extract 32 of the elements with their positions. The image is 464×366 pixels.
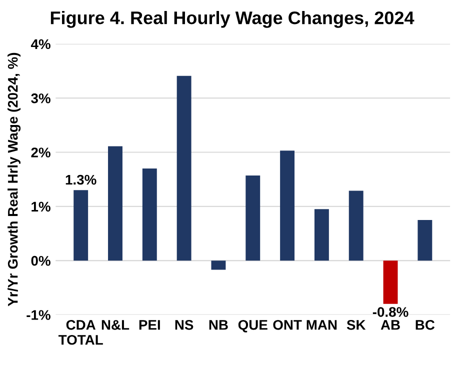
y-axis-title: Yr/Yr Growth Real Hrly Wage (2024, %): [8, 52, 21, 306]
x-tick-label: CDA TOTAL: [58, 320, 103, 345]
bar: [142, 168, 157, 261]
bar: [314, 209, 329, 261]
data-label: -0.8%: [372, 307, 408, 317]
bar: [211, 260, 226, 270]
x-tick-label: QUE: [238, 320, 268, 332]
x-tick-label: AB: [380, 320, 400, 330]
x-tick-label: MAN: [306, 320, 337, 330]
y-tick-label: -1%: [26, 310, 50, 320]
x-tick-label: BC: [416, 320, 435, 330]
bar: [348, 190, 364, 261]
x-tick-label: ONT: [273, 320, 302, 330]
data-label: 1.3%: [66, 174, 96, 185]
bar: [108, 146, 122, 261]
chart-title: Figure 4. Real Hourly Wage Changes, 2024: [50, 10, 414, 28]
bar: [176, 76, 192, 261]
x-tick-label: NS: [175, 320, 194, 330]
y-tick-label: 0%: [31, 256, 50, 266]
bar: [246, 176, 260, 261]
x-tick-label: NB: [209, 320, 228, 330]
x-tick-label: SK: [346, 320, 366, 330]
x-tick-label: N&L: [102, 320, 130, 330]
y-tick-label: 1%: [32, 202, 50, 212]
bar: [74, 190, 88, 261]
y-tick-label: 3%: [31, 93, 50, 104]
bar: [418, 220, 432, 261]
bar: [280, 150, 295, 261]
x-tick-label: PEI: [139, 320, 160, 330]
bar: [383, 260, 398, 304]
y-tick-label: 4%: [30, 39, 50, 50]
y-tick-label: 2%: [31, 148, 50, 158]
